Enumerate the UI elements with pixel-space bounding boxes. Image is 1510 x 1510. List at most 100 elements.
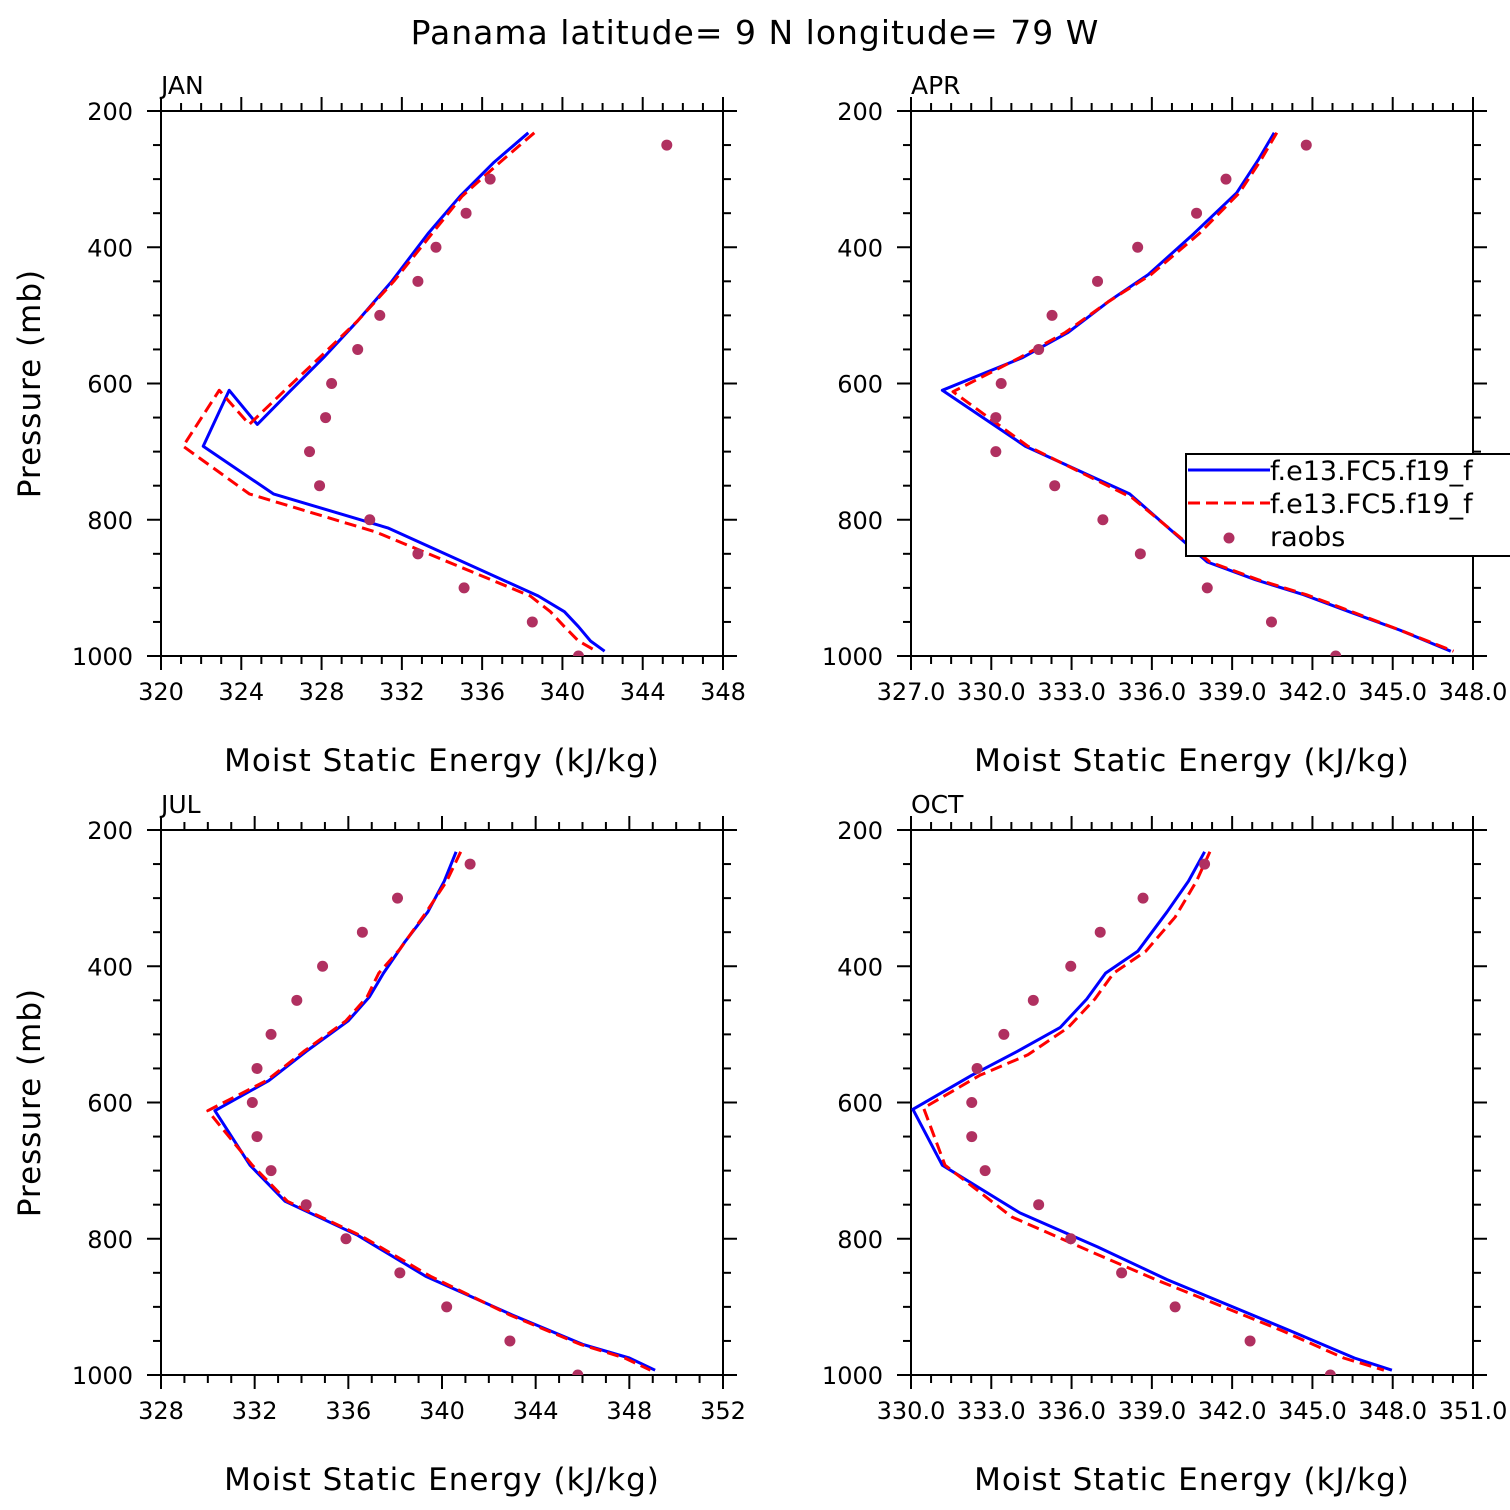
x-tick-label: 339.0 <box>1198 678 1267 706</box>
series-line-solid <box>201 131 606 653</box>
raobs-point <box>265 1165 277 1177</box>
y-tick-label: 1000 <box>822 643 883 671</box>
y-tick-label: 600 <box>87 371 133 399</box>
x-tick-label: 333.0 <box>1037 678 1106 706</box>
x-tick-label: 328 <box>138 1397 184 1425</box>
figure-title: Panama latitude= 9 N longitude= 79 W <box>411 13 1100 52</box>
x-tick-label: 327.0 <box>877 678 946 706</box>
x-tick-label: 342.0 <box>1198 1397 1267 1425</box>
x-tick-label: 336 <box>459 678 505 706</box>
raobs-point <box>1191 207 1203 219</box>
x-tick-label: 328 <box>299 678 345 706</box>
y-tick-label: 800 <box>87 507 133 535</box>
panel-title: JUL <box>159 790 201 819</box>
raobs-point <box>314 480 326 492</box>
raobs-point <box>1065 960 1077 972</box>
x-tick-label: 336.0 <box>1117 678 1186 706</box>
raobs-point <box>1049 480 1061 492</box>
x-tick-label: 330.0 <box>877 1397 946 1425</box>
raobs-point <box>1169 1301 1181 1313</box>
raobs-point <box>320 412 332 424</box>
raobs-point <box>1201 582 1213 594</box>
x-tick-label: 348 <box>606 1397 652 1425</box>
x-tick-label: 333.0 <box>957 1397 1026 1425</box>
x-tick-label: 339.0 <box>1117 1397 1186 1425</box>
legend-label: raobs <box>1270 522 1345 553</box>
raobs-point <box>1033 1199 1045 1211</box>
y-tick-label: 400 <box>837 234 883 262</box>
raobs-point <box>1330 650 1342 656</box>
x-tick-label: 340 <box>540 678 586 706</box>
x-axis-label: Moist Static Energy (kJ/kg) <box>224 1462 660 1498</box>
raobs-point <box>484 173 496 185</box>
raobs-point <box>374 309 386 321</box>
series-line-solid <box>213 851 656 1372</box>
series-line-dashed <box>922 851 1385 1372</box>
raobs-point <box>304 446 316 458</box>
series-line-solid <box>911 851 1393 1372</box>
series-line-dashed <box>951 132 1455 653</box>
raobs-point <box>1265 616 1277 628</box>
raobs-point <box>460 207 472 219</box>
raobs-point <box>998 1028 1010 1040</box>
raobs-point <box>326 378 338 389</box>
x-tick-label: 342.0 <box>1278 678 1347 706</box>
raobs-point <box>979 1165 991 1177</box>
raobs-point <box>1116 1267 1128 1279</box>
y-tick-label: 600 <box>837 1090 883 1118</box>
x-tick-label: 336.0 <box>1037 1397 1106 1425</box>
x-tick-label: 340 <box>419 1397 465 1425</box>
y-tick-label: 200 <box>837 817 883 845</box>
plot-frame <box>910 110 1474 657</box>
raobs-point <box>1033 343 1045 355</box>
raobs-point <box>251 1062 263 1074</box>
raobs-point <box>990 446 1002 458</box>
raobs-point <box>356 926 368 938</box>
panels: 320 324 328 332 336 340 344 348 200 400 600 800 1000… <box>12 71 1510 1498</box>
x-tick-label: 330.0 <box>957 678 1026 706</box>
raobs-point <box>340 1233 352 1245</box>
x-tick-label: 351.0 <box>1439 1397 1508 1425</box>
raobs-point <box>458 582 470 594</box>
raobs-point <box>352 343 364 355</box>
raobs-point <box>300 1199 312 1211</box>
panel-title: JAN <box>159 71 204 100</box>
y-tick-label: 400 <box>87 953 133 981</box>
plot-frame <box>910 829 1474 1376</box>
raobs-point <box>1134 548 1146 560</box>
raobs-point <box>291 994 303 1006</box>
raobs-point <box>971 1062 983 1074</box>
raobs-point <box>966 1097 978 1108</box>
raobs-point <box>1244 1335 1256 1347</box>
x-tick-label: 324 <box>218 678 264 706</box>
y-tick-label: 400 <box>87 234 133 262</box>
y-tick-label: 1000 <box>822 1362 883 1390</box>
plot-frame <box>160 829 724 1376</box>
raobs-point <box>412 275 424 287</box>
raobs-point <box>572 1369 584 1375</box>
series-group <box>911 851 1393 1375</box>
raobs-point <box>1220 173 1232 185</box>
y-tick-label: 800 <box>837 507 883 535</box>
y-axis-label: Pressure (mb) <box>12 988 48 1217</box>
series-group <box>206 851 656 1375</box>
series-line-dashed <box>181 131 598 653</box>
plot-frame <box>160 110 724 657</box>
y-tick-label: 400 <box>837 953 883 981</box>
raobs-point <box>246 1097 258 1108</box>
x-tick-label: 320 <box>138 678 184 706</box>
series-group <box>940 132 1455 656</box>
x-tick-label: 348 <box>700 678 746 706</box>
y-tick-label: 1000 <box>72 1362 133 1390</box>
raobs-point <box>1065 1233 1077 1245</box>
y-tick-label: 200 <box>87 817 133 845</box>
x-tick-label: 332 <box>379 678 425 706</box>
raobs-point <box>1324 1369 1336 1375</box>
panel-jan: 320 324 328 332 336 340 344 348 200 400 600 800 1000… <box>12 71 746 779</box>
raobs-point <box>1300 139 1312 151</box>
x-tick-label: 345.0 <box>1358 678 1427 706</box>
raobs-point <box>661 139 673 151</box>
panel-apr: 327.0 330.0 333.0 336.0 339.0 342.0 345.0 348.0… <box>822 71 1507 779</box>
